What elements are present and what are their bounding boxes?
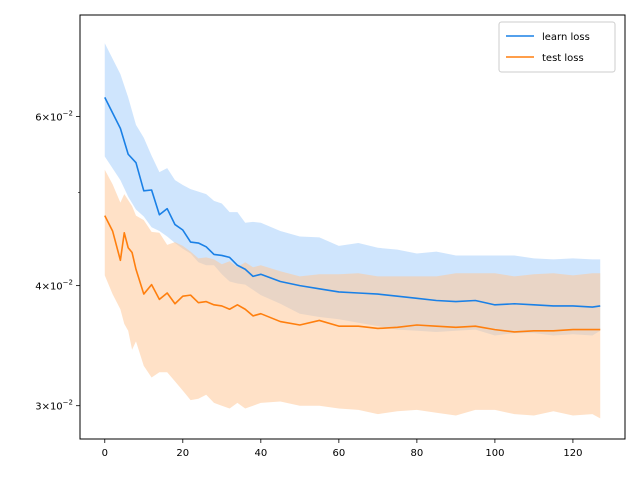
y-tick-label: 3×10−2 [35,399,73,413]
y-tick-label: 4×10−2 [35,279,73,293]
y-axis: 6×10−2 4×10−2 3×10−2 [35,109,80,413]
plot-frame [79,14,626,440]
line-test-loss [104,215,601,333]
legend-label: test loss [542,53,584,64]
y-tick-label: 6×10−2 [35,109,73,123]
x-tick-label: 100 [485,448,504,459]
x-tick-label: 80 [411,448,424,459]
x-axis: 0 20 40 60 80 100 120 [102,439,582,459]
confidence-bands [104,43,601,419]
series-lines [104,97,601,333]
legend: learn loss test loss [498,21,616,73]
x-tick-label: 60 [332,448,345,459]
legend-box [498,21,616,73]
legend-label: learn loss [542,32,590,43]
x-tick-label: 120 [563,448,582,459]
x-tick-label: 0 [102,448,108,459]
line-learn-loss [104,97,601,308]
x-tick-label: 40 [254,448,267,459]
band-test-loss [104,169,601,419]
x-tick-label: 20 [176,448,189,459]
